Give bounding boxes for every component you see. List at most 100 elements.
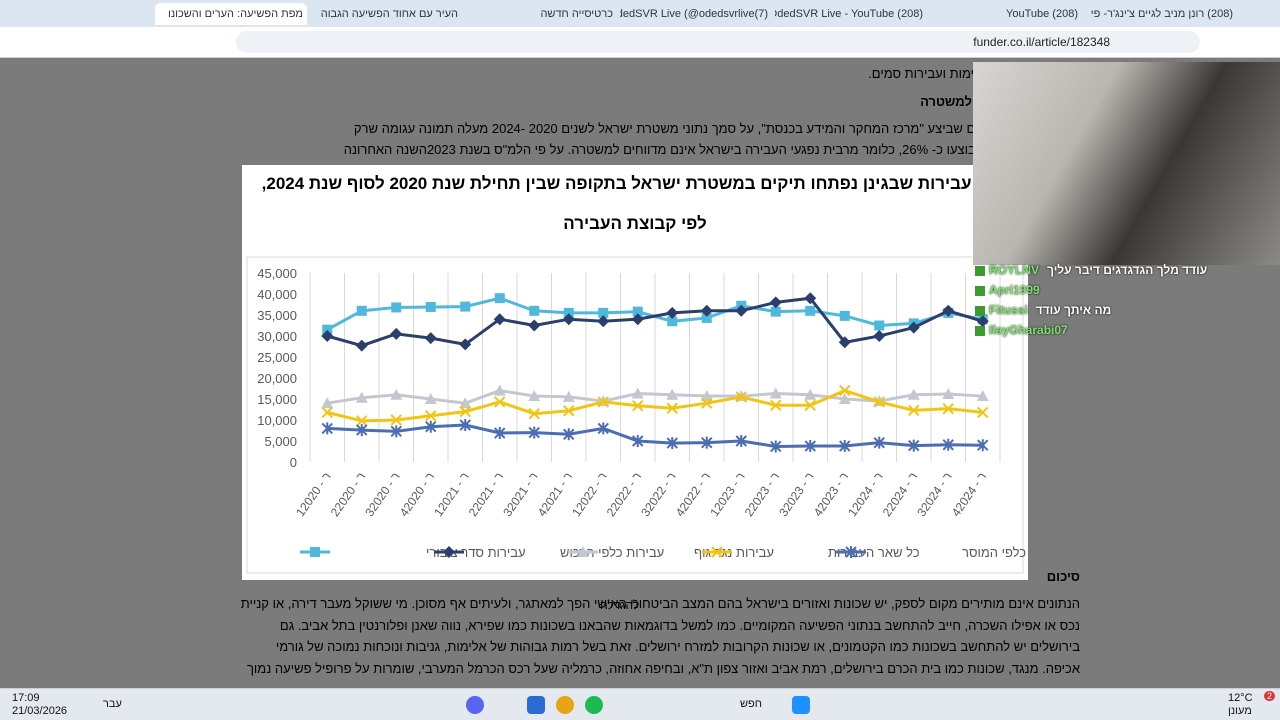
discord-icon[interactable]	[466, 696, 484, 714]
tab[interactable]: העיר עם אחוד הפשיעה הגבוה	[320, 8, 458, 20]
point	[838, 393, 851, 404]
point	[321, 330, 334, 342]
point	[322, 324, 333, 335]
chat-user[interactable]: Apri1999	[989, 283, 1040, 297]
point	[701, 312, 712, 323]
point	[597, 422, 609, 435]
point	[838, 336, 851, 349]
point	[632, 306, 643, 317]
chrome-icon[interactable]	[556, 696, 574, 714]
point	[770, 399, 782, 412]
point	[459, 397, 472, 409]
search[interactable]: חפש	[740, 698, 762, 710]
point	[874, 320, 885, 331]
tab[interactable]: (208) YouTube	[1006, 8, 1078, 20]
point	[598, 307, 609, 318]
point	[355, 391, 368, 403]
point	[425, 420, 437, 433]
point	[907, 388, 920, 400]
point	[459, 419, 471, 432]
point	[907, 321, 920, 334]
webcam-overlay	[973, 62, 1280, 265]
legend-marker	[577, 546, 589, 557]
tab[interactable]: (7)OdedSVR Live (@odedsvrlive	[620, 8, 768, 20]
spotify-icon[interactable]	[585, 696, 603, 714]
legend-marker	[711, 546, 723, 558]
chat-user[interactable]: IlayGharabi07	[989, 323, 1068, 337]
chart-image[interactable]: ם 8: עבירות שבגינן נפתחו תיקים במשטרת יש…	[242, 165, 1068, 580]
point	[563, 307, 574, 318]
y-tick-label: 45,000	[257, 266, 297, 281]
chart-title: ם 8: עבירות שבגינן נפתחו תיקים במשטרת יש…	[262, 174, 1009, 193]
address-bar: funder.co.il/article/182348	[0, 27, 1280, 58]
point	[494, 293, 505, 304]
start-icon[interactable]	[527, 696, 545, 714]
point	[769, 387, 782, 399]
windows-icon[interactable]	[792, 696, 810, 714]
enlarge-link[interactable]: להגדלה	[600, 598, 640, 612]
point	[908, 404, 920, 417]
point	[804, 399, 816, 412]
point	[700, 390, 713, 402]
point	[390, 414, 402, 426]
legend-marker	[310, 547, 320, 557]
language[interactable]: עבר	[103, 698, 122, 710]
summary-heading: סיכום	[1046, 569, 1080, 584]
series-line	[327, 423, 983, 448]
point	[493, 384, 506, 396]
article-line: מדווח על עבירות שבוצעו כ- 26%, כלומר מרב…	[343, 142, 1080, 157]
point	[977, 439, 989, 452]
point	[355, 339, 368, 352]
point	[562, 313, 575, 326]
url-field[interactable]: funder.co.il/article/182348	[236, 31, 1200, 53]
point	[597, 396, 609, 408]
point	[425, 410, 437, 422]
point	[942, 304, 955, 317]
point	[666, 437, 678, 450]
clock-time[interactable]: 17:09	[12, 692, 40, 704]
point	[805, 305, 816, 316]
legend-label: עבירות כלפי המוסר	[962, 545, 1028, 560]
url[interactable]: funder.co.il/article/182348	[973, 35, 1110, 49]
point	[735, 391, 747, 403]
point	[321, 406, 333, 419]
chat-text: עודד מלך הגדגדגים דיבר עליך	[1047, 263, 1208, 277]
point	[667, 316, 678, 327]
chart-subtitle: לפי קבוצת העבירה	[563, 214, 707, 233]
legend-marker	[443, 546, 455, 558]
plot-frame	[246, 256, 1024, 574]
point	[528, 426, 540, 439]
point	[563, 405, 575, 417]
point	[839, 310, 850, 321]
point	[529, 305, 540, 316]
point	[459, 338, 472, 351]
chat-message: Apri1999	[975, 283, 1040, 297]
clock-date[interactable]: 21/03/2026	[12, 705, 68, 717]
summary-line: הנתונים אינם מותירים מקום לספק, יש שכונו…	[240, 596, 1080, 611]
point	[424, 393, 437, 404]
point	[528, 319, 541, 332]
point	[356, 415, 368, 427]
tab[interactable]: (208) OdedSVR Live - YouTube	[775, 8, 923, 20]
point	[528, 407, 540, 420]
tab[interactable]: (208) רונן מניב לגיים צ'ינג'ר- פי	[1090, 8, 1233, 20]
tab[interactable]: כרטיסייה חדשה	[540, 8, 613, 20]
point	[942, 402, 954, 415]
chat-user[interactable]: ROYLNV	[989, 263, 1040, 277]
summary-line: אכיפה. מנגד, שכונות כמו בית הכרם בירושלי…	[246, 660, 1080, 676]
y-tick-label: 30,000	[257, 329, 297, 344]
series-line	[326, 296, 984, 348]
point	[321, 422, 333, 435]
y-tick-label: 0	[290, 455, 297, 470]
notification-badge[interactable]: 2	[1264, 691, 1276, 701]
chat-user[interactable]: Fitussi	[989, 303, 1028, 317]
chart: ם 8: עבירות שבגינן נפתחו תיקים במשטרת יש…	[246, 174, 1068, 574]
point	[391, 302, 402, 313]
badge-icon	[975, 285, 985, 296]
tab[interactable]: מפת הפשיעה: הערים והשכונו	[155, 3, 307, 25]
point	[356, 305, 367, 316]
point	[424, 332, 437, 345]
point	[735, 435, 747, 447]
y-tick-label: 20,000	[257, 371, 297, 386]
point	[804, 388, 817, 400]
